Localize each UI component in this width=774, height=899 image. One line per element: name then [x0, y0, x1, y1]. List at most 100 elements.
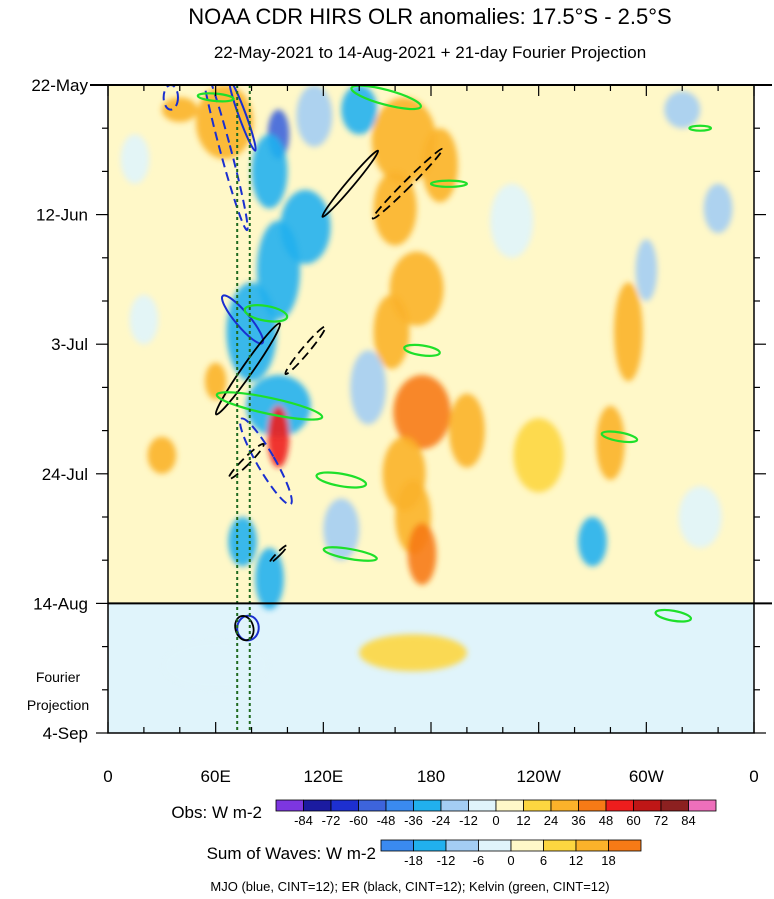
waves-swatch-4	[510, 839, 544, 852]
kelvin-contour-9	[654, 608, 693, 623]
obs-level-14: 84	[681, 813, 695, 828]
waves-swatch-2	[445, 839, 479, 852]
obs-level-10: 36	[571, 813, 585, 828]
x-tick-label-1: 60E	[201, 767, 231, 786]
kelvin-contour-6	[429, 179, 468, 188]
y-tick-label-1: 12-Jun	[36, 206, 88, 225]
anomaly-cell-17	[267, 405, 290, 468]
waves-swatch-5	[543, 839, 577, 852]
waves-swatch-3	[478, 839, 512, 852]
obs-swatch-6	[440, 799, 469, 812]
anomaly-cell-34	[147, 436, 177, 474]
obs-swatch-4	[385, 799, 414, 812]
er-contour-5	[268, 544, 289, 564]
er-contour-4	[227, 442, 265, 480]
obs-swatch-1	[303, 799, 332, 812]
waves-level-2: -6	[473, 853, 485, 868]
anomaly-cell-33	[129, 294, 159, 345]
mjo-contour-5	[162, 85, 179, 111]
obs-swatch-3	[358, 799, 387, 812]
obs-level-3: -48	[377, 813, 396, 828]
anomaly-cell-28	[635, 239, 658, 301]
kelvin-contour-3	[215, 391, 324, 421]
chart-title: NOAA CDR HIRS OLR anomalies: 17.5°S - 2.…	[188, 4, 671, 29]
x-tick-label-0: 0	[103, 767, 112, 786]
wave-legend: MJO (blue, CINT=12); ER (black, CINT=12)…	[210, 879, 609, 894]
obs-swatch-15	[688, 799, 717, 812]
waves-level-1: -12	[437, 853, 456, 868]
obs-swatch-8	[495, 799, 524, 812]
wave-contours	[162, 85, 713, 642]
waves-swatch-7	[608, 839, 642, 852]
projection-label-line2: Projection	[27, 697, 89, 713]
obs-level-13: 72	[654, 813, 668, 828]
waves-swatch-0	[380, 839, 414, 852]
obs-swatch-2	[330, 799, 359, 812]
anomaly-cell-32	[120, 134, 150, 184]
obs-level-8: 12	[516, 813, 530, 828]
obs-swatch-0	[275, 799, 304, 812]
anomaly-cell-3	[251, 134, 288, 209]
waves-level-5: 12	[569, 853, 583, 868]
er-contour-1	[371, 147, 444, 220]
obs-swatch-13	[633, 799, 662, 812]
anomaly-cell-16	[204, 362, 227, 400]
er-contour-3	[284, 325, 327, 376]
anomaly-cell-23	[228, 517, 257, 567]
obs-swatch-7	[468, 799, 497, 812]
obs-level-5: -24	[432, 813, 451, 828]
waves-level-3: 0	[507, 853, 514, 868]
obs-swatch-9	[523, 799, 552, 812]
anomaly-cell-24	[255, 547, 284, 610]
anomaly-cell-25	[323, 498, 360, 561]
obs-level-12: 60	[626, 813, 640, 828]
anomaly-cell-38	[161, 640, 270, 690]
obs-level-2: -60	[349, 813, 368, 828]
anomaly-cell-35	[490, 183, 534, 258]
x-tick-label-3: 180	[417, 767, 445, 786]
kelvin-contour-2	[243, 304, 289, 323]
mjo-contour-1	[228, 85, 257, 152]
mjo-contour-3	[239, 417, 293, 506]
anomaly-cell-1	[195, 85, 254, 160]
waves-level-4: 6	[540, 853, 547, 868]
reference-lines	[236, 85, 251, 733]
kelvin-contour-0	[350, 85, 422, 111]
obs-level-11: 48	[599, 813, 613, 828]
kelvin-contour-10	[688, 124, 713, 132]
anomaly-cell-29	[578, 517, 607, 567]
anomaly-cell-15	[350, 350, 387, 425]
obs-level-9: 24	[544, 813, 558, 828]
waves-colorbar-label: Sum of Waves: W m-2	[207, 844, 376, 863]
x-axis: 0 60E 120E 180 120W 60W 0	[103, 85, 759, 786]
obs-swatch-14	[660, 799, 689, 812]
obs-swatch-5	[413, 799, 442, 812]
er-contour-6	[234, 615, 255, 642]
y-tick-label-5: 4-Sep	[43, 724, 88, 743]
x-tick-label-5: 60W	[629, 767, 664, 786]
x-tick-label-6: 0	[749, 767, 758, 786]
anomaly-field	[120, 85, 733, 690]
waves-colorbar: -18 -12 -6 0 6 12 18	[380, 839, 642, 868]
anomaly-cell-4	[296, 85, 333, 147]
anomaly-cell-22	[407, 523, 437, 585]
projection-label-line1: Fourier	[36, 669, 81, 685]
anomaly-cell-37	[678, 486, 722, 548]
obs-level-0: -84	[294, 813, 313, 828]
chart-subtitle: 22-May-2021 to 14-Aug-2021 + 21-day Four…	[214, 43, 646, 62]
anomaly-cell-5	[341, 85, 378, 135]
kelvin-contour-5	[403, 343, 441, 357]
obs-swatch-11	[578, 799, 607, 812]
y-tick-label-4: 14-Aug	[33, 594, 88, 613]
waves-level-0: -18	[404, 853, 423, 868]
obs-level-1: -72	[322, 813, 341, 828]
obs-swatch-12	[605, 799, 634, 812]
y-tick-label-2: 3-Jul	[51, 335, 88, 354]
obs-level-6: -12	[459, 813, 478, 828]
obs-colorbar-label: Obs: W m-2	[171, 803, 262, 822]
anomaly-cell-13	[373, 294, 410, 369]
anomaly-cell-7	[422, 128, 458, 203]
anomaly-cell-11	[226, 282, 277, 382]
kelvin-contour-8	[600, 430, 639, 444]
